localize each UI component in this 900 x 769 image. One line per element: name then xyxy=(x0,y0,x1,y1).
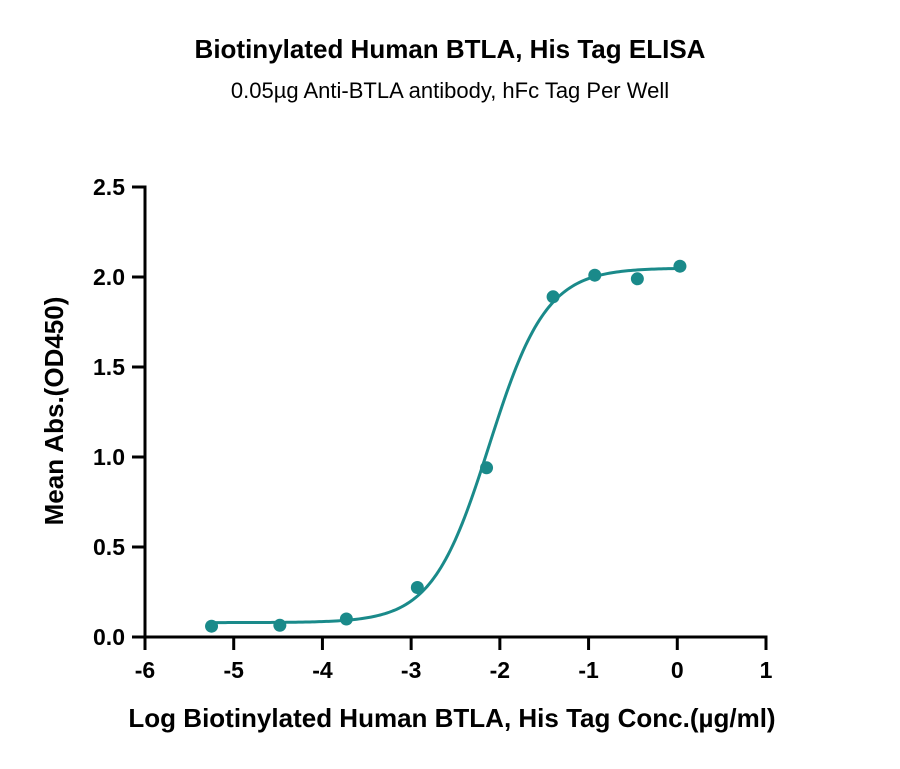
data-point xyxy=(630,272,644,286)
x-axis-label: Log Biotinylated Human BTLA, His Tag Con… xyxy=(128,703,775,733)
x-ticks: -6 -5 -4 -3 -2 -1 0 1 xyxy=(135,637,773,683)
x-tick-label: -2 xyxy=(490,657,510,683)
y-tick-label: 1.5 xyxy=(93,354,125,380)
data-points xyxy=(205,259,687,633)
x-tick-label: 1 xyxy=(760,657,773,683)
data-point xyxy=(588,268,602,282)
data-point xyxy=(546,290,560,304)
data-point xyxy=(673,259,687,273)
x-tick-label: -6 xyxy=(135,657,155,683)
x-tick-label: -1 xyxy=(578,657,599,683)
y-tick-label: 1.0 xyxy=(93,444,125,470)
y-tick-label: 2.5 xyxy=(93,174,125,200)
data-point xyxy=(273,618,287,632)
x-tick-label: -3 xyxy=(401,657,421,683)
data-point xyxy=(339,612,353,626)
fit-curve xyxy=(211,266,680,625)
y-tick-label: 0.0 xyxy=(93,624,125,650)
chart-title: Biotinylated Human BTLA, His Tag ELISA xyxy=(194,34,706,64)
axes xyxy=(143,185,768,639)
data-point xyxy=(205,619,219,633)
data-point xyxy=(410,581,424,594)
x-tick-label: 0 xyxy=(671,657,684,683)
y-ticks: 0.0 0.5 1.0 1.5 2.0 2.5 xyxy=(93,174,145,650)
data-point xyxy=(480,461,494,475)
y-axis-label: Mean Abs.(OD450) xyxy=(39,297,69,526)
x-tick-label: -5 xyxy=(223,657,244,683)
y-tick-label: 0.5 xyxy=(93,534,125,560)
x-tick-label: -4 xyxy=(312,657,333,683)
y-tick-label: 2.0 xyxy=(93,264,125,290)
chart-subtitle: 0.05µg Anti-BTLA antibody, hFc Tag Per W… xyxy=(230,78,670,103)
